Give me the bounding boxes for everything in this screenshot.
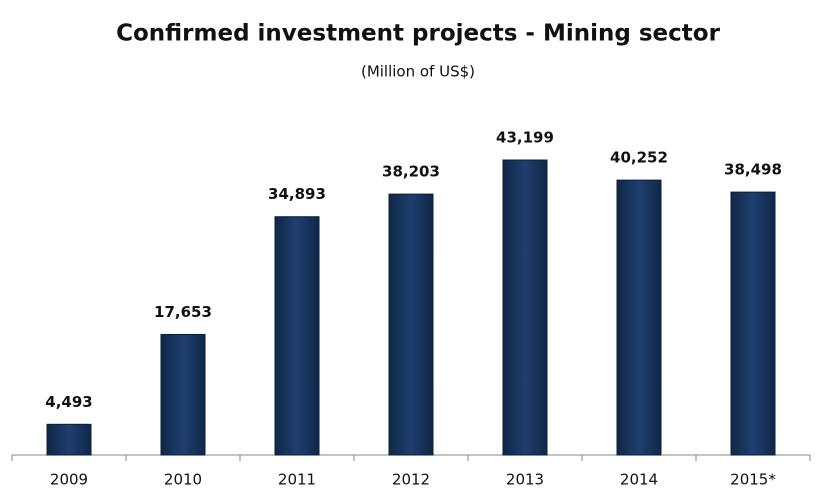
bar xyxy=(616,179,662,456)
value-label: 38,498 xyxy=(724,161,782,179)
value-label: 40,252 xyxy=(610,149,668,167)
bar xyxy=(160,333,206,456)
bar xyxy=(730,191,776,456)
value-label: 4,493 xyxy=(45,393,92,411)
x-tick-label: 2013 xyxy=(506,471,544,489)
value-label: 38,203 xyxy=(382,163,440,181)
bar xyxy=(388,193,434,456)
bar xyxy=(274,216,320,456)
x-tick-label: 2015* xyxy=(730,471,776,489)
x-tick-label: 2011 xyxy=(278,471,316,489)
x-tick-label: 2014 xyxy=(620,471,658,489)
value-label: 34,893 xyxy=(268,185,326,203)
x-tick-label: 2010 xyxy=(164,471,202,489)
bar xyxy=(502,159,548,456)
value-label: 43,199 xyxy=(496,129,554,147)
chart-subtitle: (Million of US$) xyxy=(361,63,475,81)
bar xyxy=(46,423,92,456)
x-tick-label: 2012 xyxy=(392,471,430,489)
value-label: 17,653 xyxy=(154,303,212,321)
chart-title: Confirmed investment projects - Mining s… xyxy=(116,21,721,47)
x-tick-label: 2009 xyxy=(50,471,88,489)
